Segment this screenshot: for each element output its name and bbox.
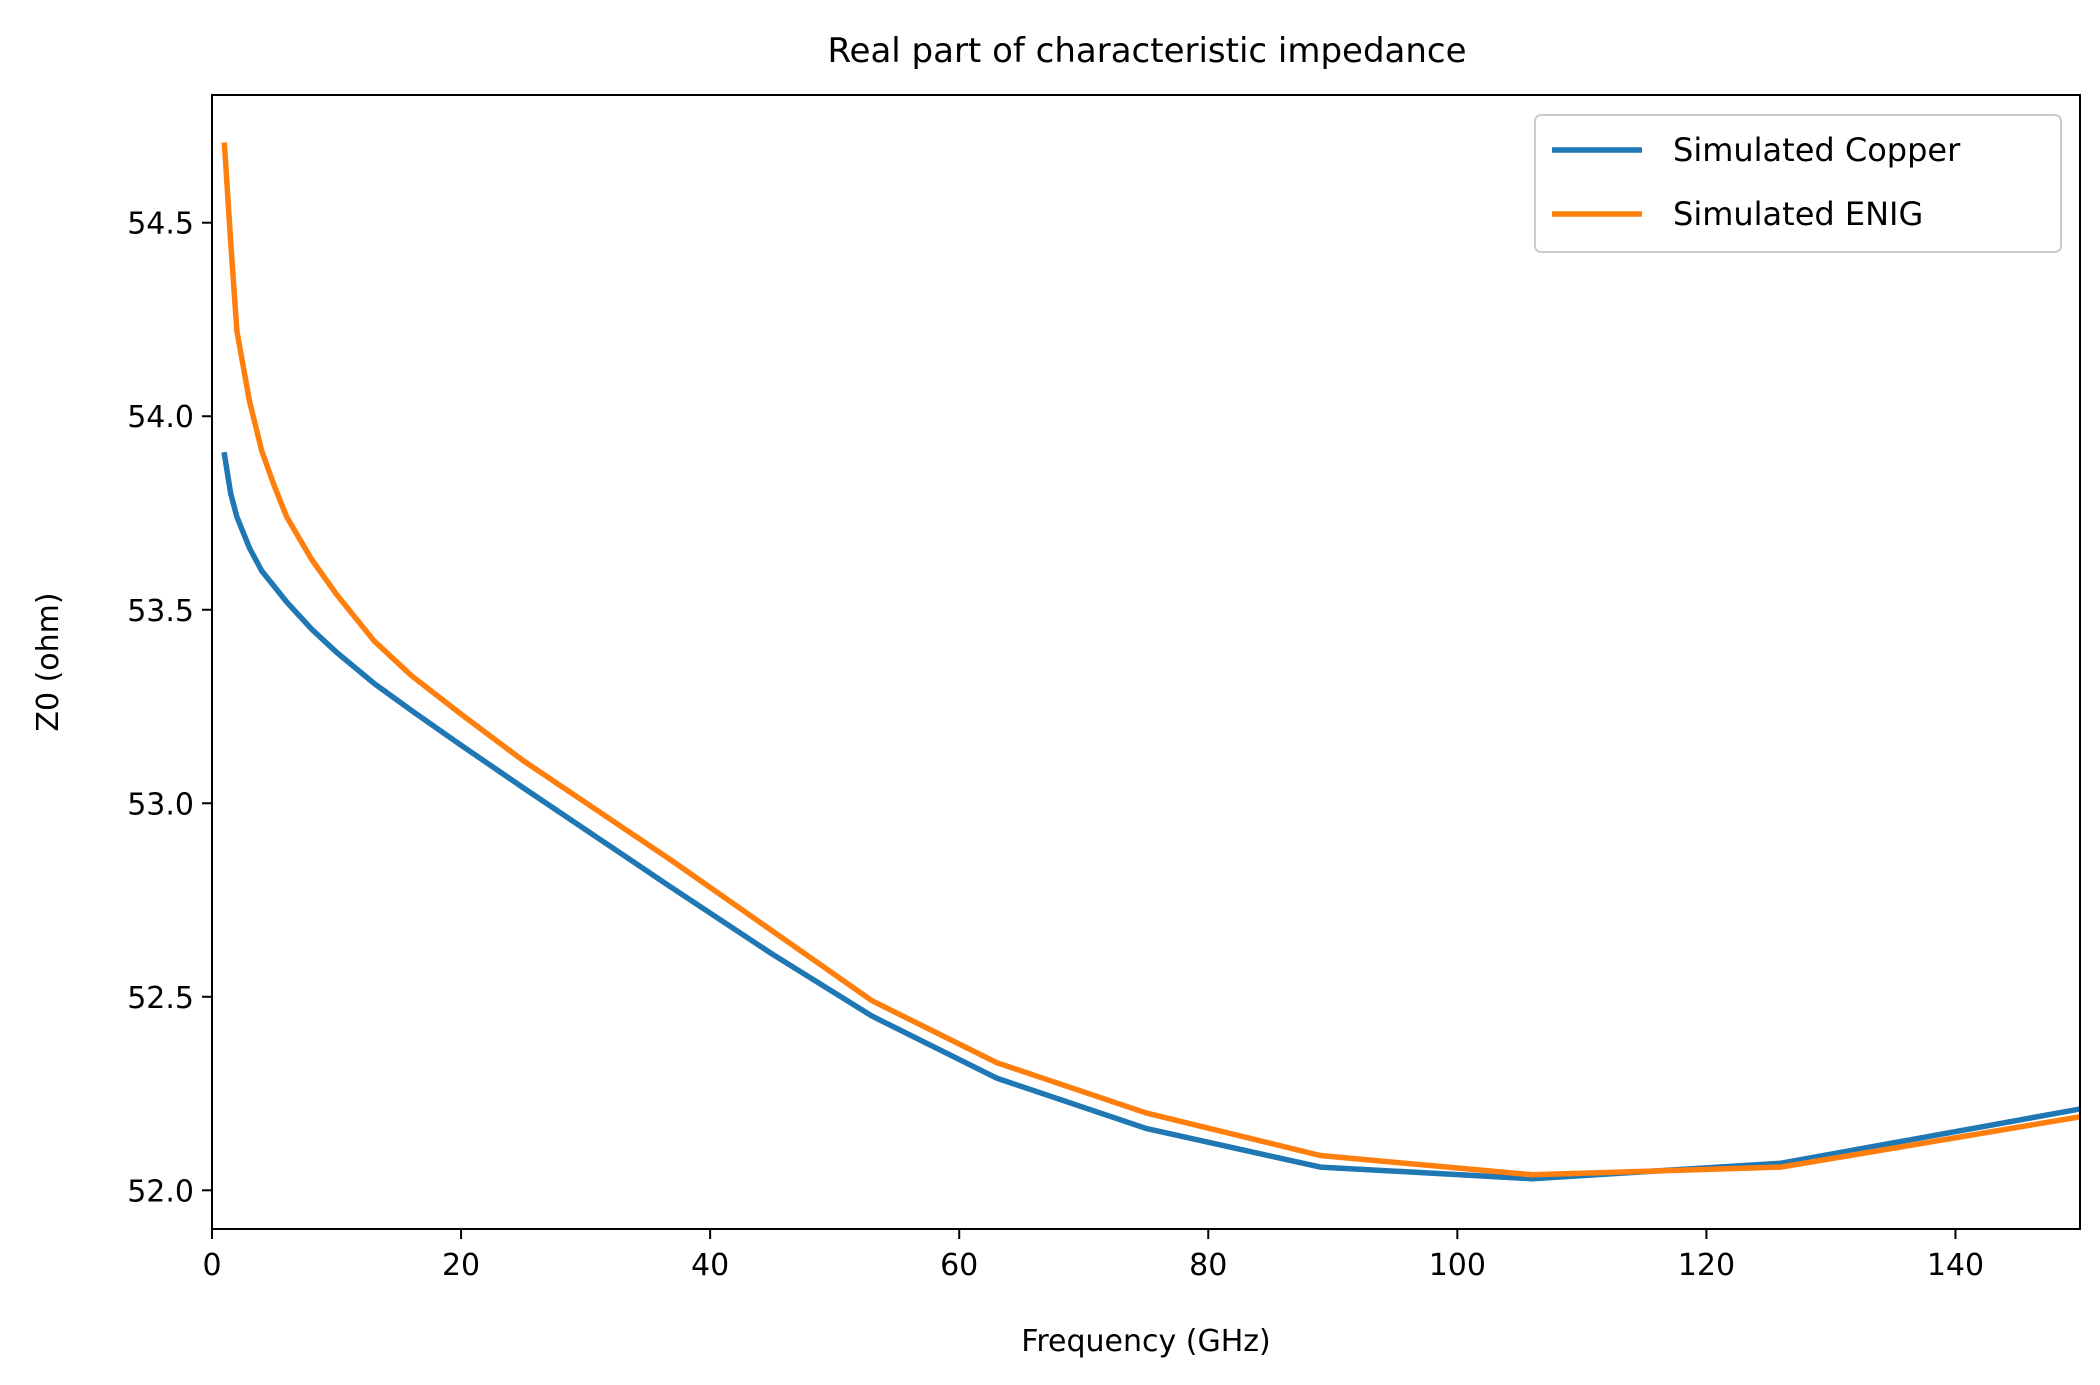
- y-tick-label: 53.0: [127, 787, 194, 822]
- chart-title: Real part of characteristic impedance: [827, 31, 1466, 71]
- series-line-copper: [221, 451, 2080, 1182]
- plot-frame: [211, 94, 2081, 1230]
- plot-area: [221, 142, 2080, 1182]
- x-tick-label: 0: [202, 1248, 221, 1283]
- legend-label: Simulated ENIG: [1673, 195, 1923, 233]
- y-axis: 52.0 52.5 53.0 53.5 54.0 54.5: [127, 207, 212, 1209]
- x-tick-label: 120: [1678, 1248, 1735, 1283]
- x-tick-label: 80: [1189, 1248, 1227, 1283]
- series-line-enig: [221, 142, 2080, 1178]
- y-tick-label: 54.5: [127, 207, 194, 242]
- x-tick-label: 40: [691, 1248, 729, 1283]
- x-axis: 0 20 40 60 80 100 120 140: [202, 1229, 1984, 1283]
- legend-label: Simulated Copper: [1673, 131, 1961, 169]
- x-tick-label: 140: [1927, 1248, 1984, 1283]
- x-axis-label: Frequency (GHz): [1021, 1324, 1270, 1359]
- x-tick-label: 100: [1429, 1248, 1486, 1283]
- y-tick-label: 54.0: [127, 400, 194, 435]
- legend-box: [1534, 114, 2062, 253]
- legend: Simulated Copper Simulated ENIG: [1534, 114, 2062, 253]
- y-axis-label: Z0 (ohm): [31, 592, 66, 731]
- x-tick-label: 60: [940, 1248, 978, 1283]
- x-tick-label: 20: [442, 1248, 480, 1283]
- y-tick-label: 52.5: [127, 981, 194, 1016]
- y-tick-label: 52.0: [127, 1174, 194, 1209]
- y-tick-label: 53.5: [127, 594, 194, 629]
